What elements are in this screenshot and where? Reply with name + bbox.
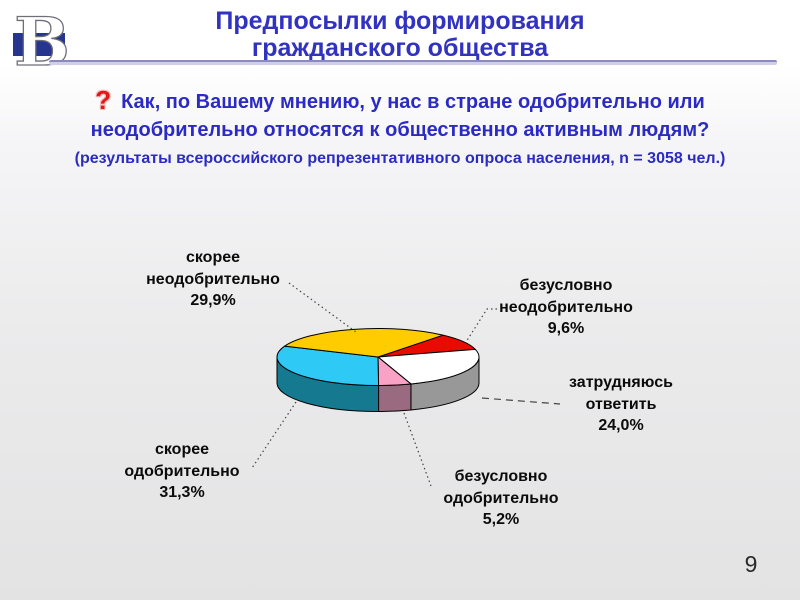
callout-label-line: неодобрительно — [499, 298, 633, 316]
callout-skoree-odobritelno: скорее одобрительно 31,3% — [94, 439, 270, 504]
title-divider — [49, 60, 777, 65]
callout-value: 5,2% — [482, 511, 520, 528]
callout-value: 24,0% — [598, 417, 644, 434]
callout-label-line: ответить — [585, 395, 657, 413]
question-block: ? Как, по Вашему мнению, у нас в стране о… — [15, 86, 785, 169]
callout-skoree-neodobritelno: скорее неодобрительно 29,9% — [125, 247, 301, 312]
callout-label-line: затрудняюсь — [569, 374, 673, 391]
callout-value: 31,3% — [159, 484, 205, 501]
callout-label-line: одобрительно — [443, 489, 559, 507]
page-title: Предпосылки формирования гражданского об… — [100, 8, 700, 62]
callout-label-line: одобрительно — [124, 462, 240, 480]
callout-value: 29,9% — [190, 292, 236, 309]
callout-label-line: неодобрительно — [146, 270, 280, 288]
question-line-2: неодобрительно относятся к общественно а… — [90, 119, 710, 141]
logo-bar — [13, 33, 65, 56]
callout-label-line: скорее — [185, 249, 241, 266]
title-line-2: гражданского общества — [251, 34, 549, 62]
question-line-1: ? Как, по Вашему мнению, у нас в стране о… — [15, 86, 785, 116]
question-line-1-text: Как, по Вашему мнению, у нас в стране од… — [121, 91, 705, 113]
title-line-1: Предпосылки формирования — [215, 7, 585, 35]
question-mark-icon: ? — [95, 85, 112, 115]
callout-label-line: безусловно — [454, 468, 548, 485]
callout-bezuslovno-odobritelno: безусловно одобрительно 5,2% — [413, 466, 589, 531]
page-number: 9 — [744, 551, 758, 577]
callout-zatrudnyayus-otvetit: затрудняюсь ответить 24,0% — [533, 372, 709, 437]
callout-value: 9,6% — [547, 320, 585, 337]
question-note: (результаты всероссийского репрезентатив… — [74, 150, 726, 167]
callout-label-line: безусловно — [519, 277, 613, 294]
callout-bezuslovno-neodobritelno: безусловно неодобрительно 9,6% — [478, 275, 654, 340]
callout-label-line: скорее — [154, 441, 210, 458]
